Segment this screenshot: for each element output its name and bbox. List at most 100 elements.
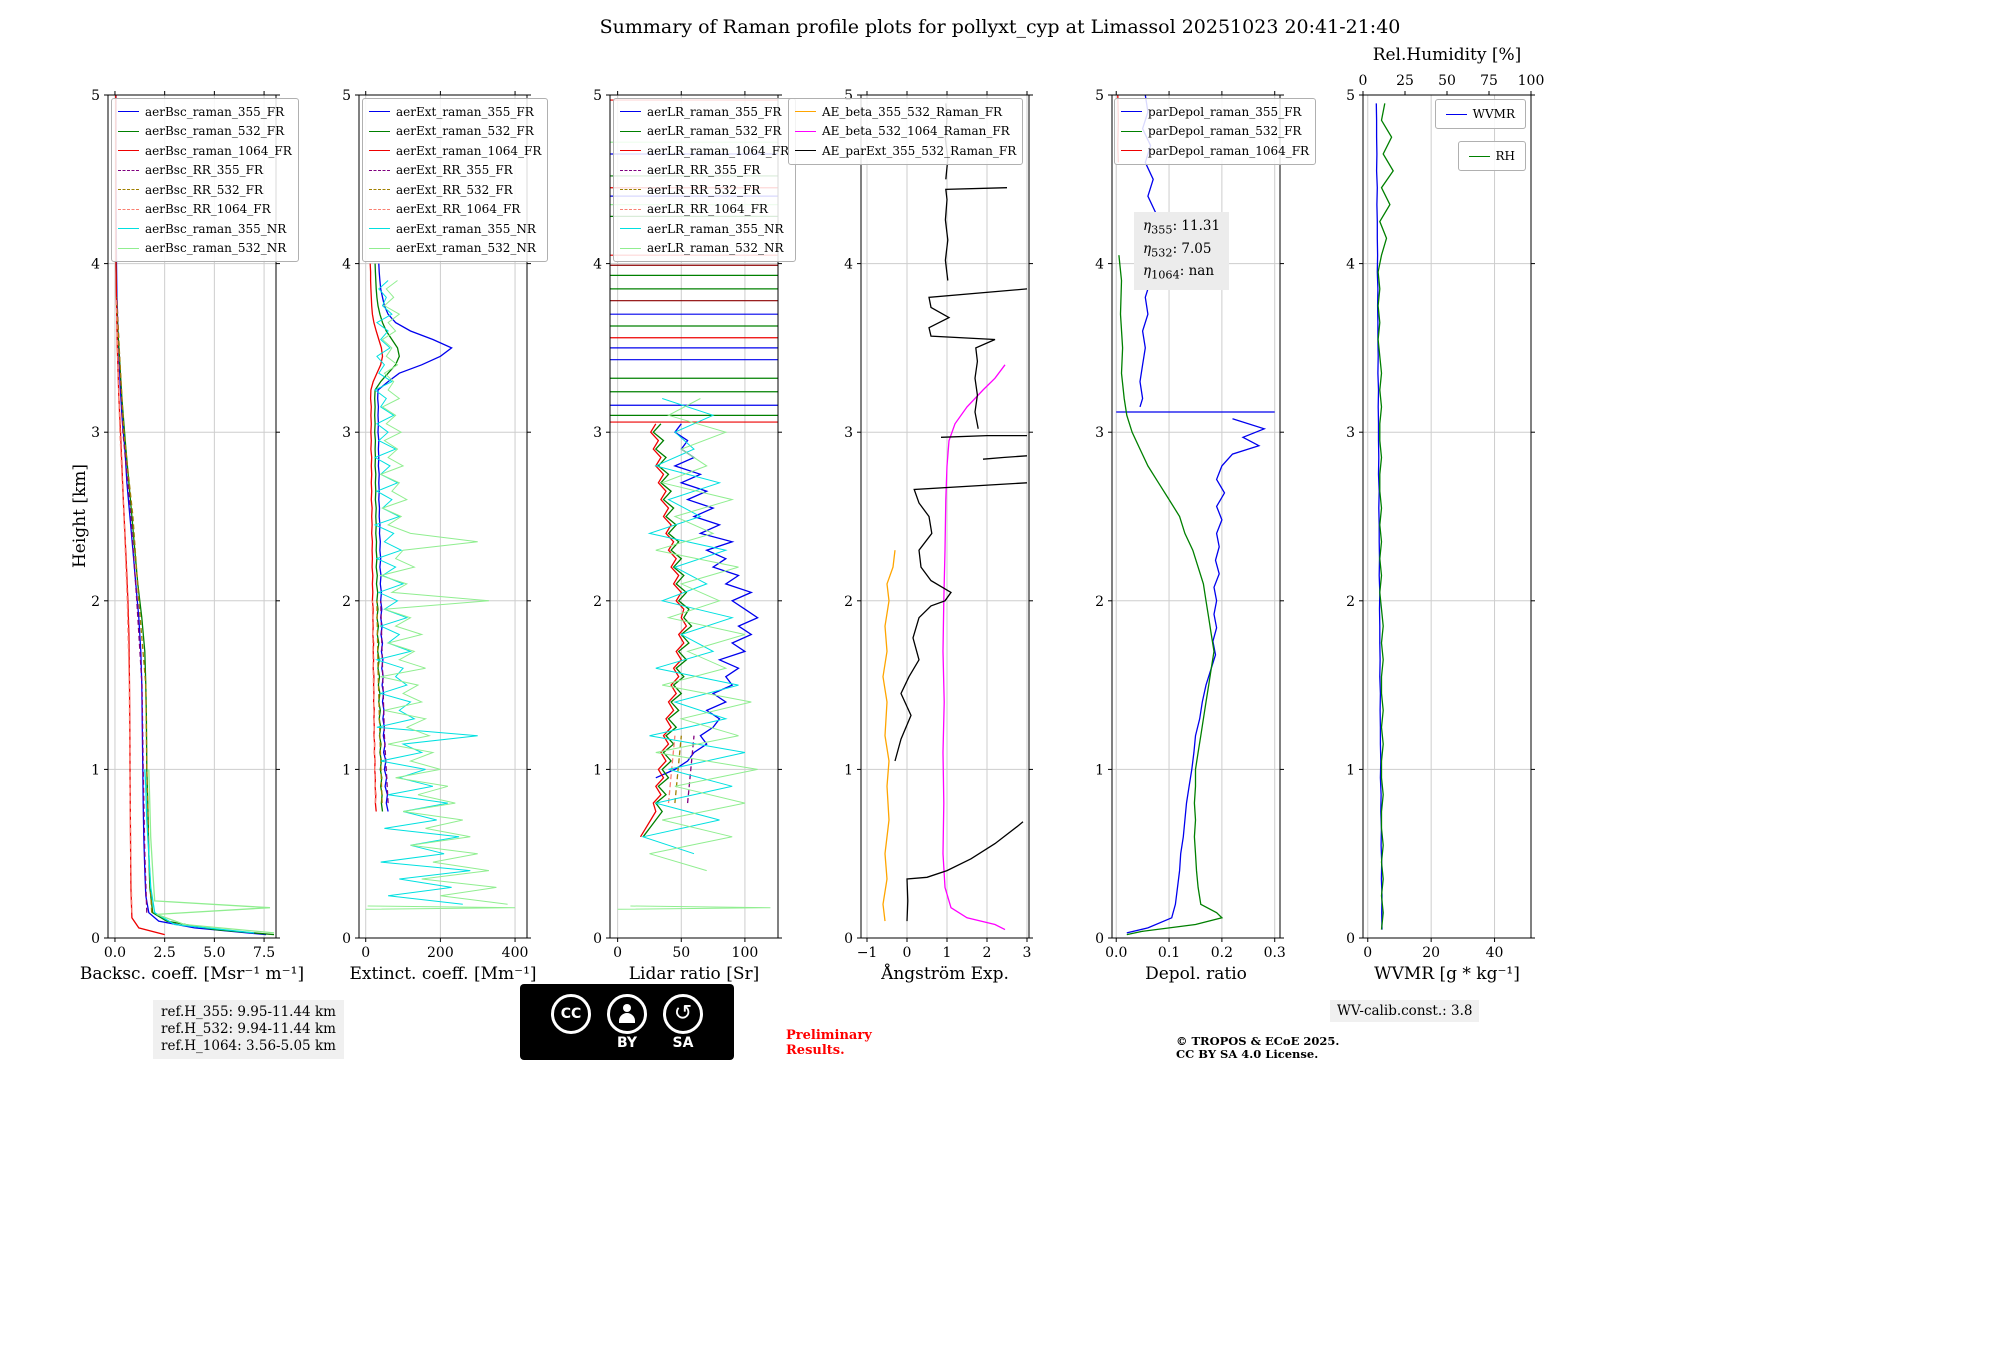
top-axis-label: Rel.Humidity [%] <box>1372 45 1522 65</box>
legend-entry: aerLR_RR_1064_FR <box>620 200 789 220</box>
legend-label: aerLR_RR_532_FR <box>647 182 761 197</box>
legend-label: aerBsc_raman_1064_FR <box>145 143 292 158</box>
svg-text:2: 2 <box>342 594 351 610</box>
legend-line-sample <box>369 247 390 249</box>
legend-line-sample <box>1121 111 1142 113</box>
svg-text:4: 4 <box>1095 257 1104 273</box>
legend-line-sample <box>118 150 139 152</box>
legend-label: aerBsc_raman_355_FR <box>145 104 285 119</box>
legend-entry: AE_parExt_355_532_Raman_FR <box>795 141 1016 161</box>
legend-label: parDepol_raman_532_FR <box>1148 124 1302 139</box>
svg-text:1: 1 <box>91 762 100 778</box>
legend-label: aerExt_RR_355_FR <box>396 163 513 178</box>
legend-label: aerBsc_raman_355_NR <box>145 221 287 236</box>
cc-by-sa-badge: CC ↺ BY SA <box>520 984 734 1060</box>
legend-entry: aerExt_raman_532_NR <box>369 239 541 259</box>
legend-line-sample <box>620 189 641 191</box>
legend-line-sample <box>118 189 139 191</box>
panel-wvmr: 0 20 40 0 1 2 3 4 5 0 25 50 75 100 Rel.Humidity [%] WVM… <box>1346 45 1544 984</box>
svg-text:50: 50 <box>672 945 690 961</box>
legend-label: aerExt_raman_355_FR <box>396 104 534 119</box>
legend-line-sample <box>795 150 816 152</box>
legend-line-sample <box>369 169 390 171</box>
svg-text:0: 0 <box>593 931 602 947</box>
legend-label: aerLR_raman_355_FR <box>647 104 782 119</box>
svg-text:−1: −1 <box>857 945 878 961</box>
legend-entry: aerBsc_RR_355_FR <box>118 161 292 181</box>
legend-entry: parDepol_raman_532_FR <box>1121 122 1309 142</box>
svg-text:2: 2 <box>593 594 602 610</box>
svg-text:3: 3 <box>593 425 602 441</box>
legend-label: AE_parExt_355_532_Raman_FR <box>822 143 1017 158</box>
legend-entry: aerLR_raman_1064_FR <box>620 141 789 161</box>
legend-line-sample <box>795 111 816 113</box>
legend-line-sample <box>620 150 641 152</box>
legend-entry: aerLR_RR_355_FR <box>620 161 789 181</box>
x-axis-label: WVMR [g * kg⁻¹] <box>1374 964 1520 984</box>
legend: WVMR <box>1434 99 1526 129</box>
svg-text:1: 1 <box>943 945 952 961</box>
legend-label: aerExt_raman_1064_FR <box>396 143 542 158</box>
ref-h-1064: ref.H_1064: 3.56-5.05 km <box>161 1038 336 1054</box>
ref-h-355: ref.H_355: 9.95-11.44 km <box>161 1004 336 1020</box>
legend-entry: aerBsc_raman_532_NR <box>118 239 292 259</box>
svg-text:1: 1 <box>1346 762 1355 778</box>
legend-line-sample <box>118 169 139 171</box>
svg-text:0: 0 <box>361 945 370 961</box>
svg-text:0: 0 <box>342 931 351 947</box>
eta-annotation-row: η355: 11.31 <box>1143 218 1221 237</box>
legend-entry: aerBsc_RR_532_FR <box>118 180 292 200</box>
legend-entry: aerExt_RR_355_FR <box>369 161 541 181</box>
svg-text:2: 2 <box>983 945 992 961</box>
y-axis-label: Height [km] <box>70 463 90 569</box>
legend-entry: aerExt_raman_1064_FR <box>369 141 541 161</box>
svg-text:5: 5 <box>1095 88 1104 104</box>
panel-backscatter-coeff: 0.0 2.5 5.0 7.5 0 1 2 3 4 5 Backsc. coeff. [Msr⁻¹ … <box>80 88 304 984</box>
legend-line-sample <box>369 150 390 152</box>
legend-entry: aerExt_RR_1064_FR <box>369 200 541 220</box>
legend-entry: aerLR_raman_532_NR <box>620 239 789 259</box>
cc-sa-arrow-icon: ↺ <box>663 993 703 1034</box>
panel-lidar-ratio: 0 50 100 0 1 2 3 4 5 Lidar ratio [Sr] aerLR_raman_… <box>593 88 797 984</box>
legend-entry: aerExt_RR_532_FR <box>369 180 541 200</box>
svg-text:25: 25 <box>1396 73 1414 89</box>
svg-text:0: 0 <box>91 931 100 947</box>
legend-label: aerBsc_raman_532_FR <box>145 124 285 139</box>
legend-label: parDepol_raman_1064_FR <box>1148 143 1310 158</box>
svg-text:3: 3 <box>342 425 351 441</box>
cc-icons-row: CC ↺ <box>551 993 703 1034</box>
legend-entry: aerExt_raman_532_FR <box>369 122 541 142</box>
legend-entry: AE_beta_355_532_Raman_FR <box>795 102 1016 122</box>
svg-text:0.3: 0.3 <box>1264 945 1286 961</box>
svg-text:100: 100 <box>732 945 759 961</box>
legend-entry: aerBsc_raman_532_FR <box>118 122 292 142</box>
legend-label: aerBsc_RR_532_FR <box>145 182 264 197</box>
plot-svg: 0 200 400 0 1 2 3 4 5 <box>342 88 531 961</box>
legend-line-sample <box>620 111 641 113</box>
svg-text:3: 3 <box>1023 945 1032 961</box>
legend-entry: aerBsc_raman_1064_FR <box>118 141 292 161</box>
legend-label: AE_beta_355_532_Raman_FR <box>822 104 1003 119</box>
legend: AE_beta_355_532_Raman_FR AE_beta_532_1064… <box>788 98 1024 165</box>
cc-sa-label: SA <box>672 1034 694 1051</box>
eta-annotation-row: η532: 7.05 <box>1143 240 1212 260</box>
legend: aerLR_raman_355_FR aerLR_raman_532_FR aerL… <box>613 98 797 262</box>
legend-entry: aerExt_raman_355_NR <box>369 219 541 239</box>
svg-text:2: 2 <box>1346 594 1355 610</box>
legend-entry: aerBsc_RR_1064_FR <box>118 200 292 220</box>
plot-svg: 0.0 2.5 5.0 7.5 0 1 2 3 4 5 <box>91 88 280 961</box>
x-axis-label: Ångström Exp. <box>881 964 1009 984</box>
legend-line-sample <box>118 111 139 113</box>
wv-calib-const: WV-calib.const.: 3.8 <box>1330 1000 1480 1022</box>
svg-text:5: 5 <box>91 88 100 104</box>
legend-label: AE_beta_532_1064_Raman_FR <box>822 124 1010 139</box>
legend-label: aerLR_RR_355_FR <box>647 163 761 178</box>
legend-label: aerBsc_RR_355_FR <box>145 163 264 178</box>
legend-line-sample <box>620 208 641 210</box>
person-body <box>619 1013 635 1023</box>
legend-label: aerExt_RR_532_FR <box>396 182 513 197</box>
legend-label: aerExt_raman_532_NR <box>396 241 536 256</box>
x-axis-label: Depol. ratio <box>1145 964 1247 984</box>
svg-text:1: 1 <box>593 762 602 778</box>
legend: parDepol_raman_355_FR parDepol_raman_532_… <box>1114 98 1317 165</box>
